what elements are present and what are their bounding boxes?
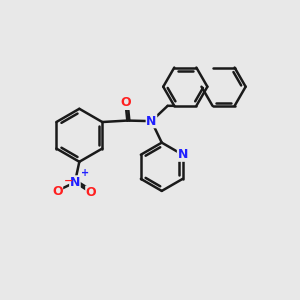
Text: N: N: [70, 176, 80, 189]
Text: O: O: [86, 186, 96, 199]
Text: O: O: [52, 185, 63, 198]
Text: −: −: [64, 176, 73, 186]
Text: O: O: [121, 96, 131, 110]
Text: N: N: [178, 148, 188, 161]
Text: N: N: [146, 115, 157, 128]
Text: +: +: [81, 168, 89, 178]
